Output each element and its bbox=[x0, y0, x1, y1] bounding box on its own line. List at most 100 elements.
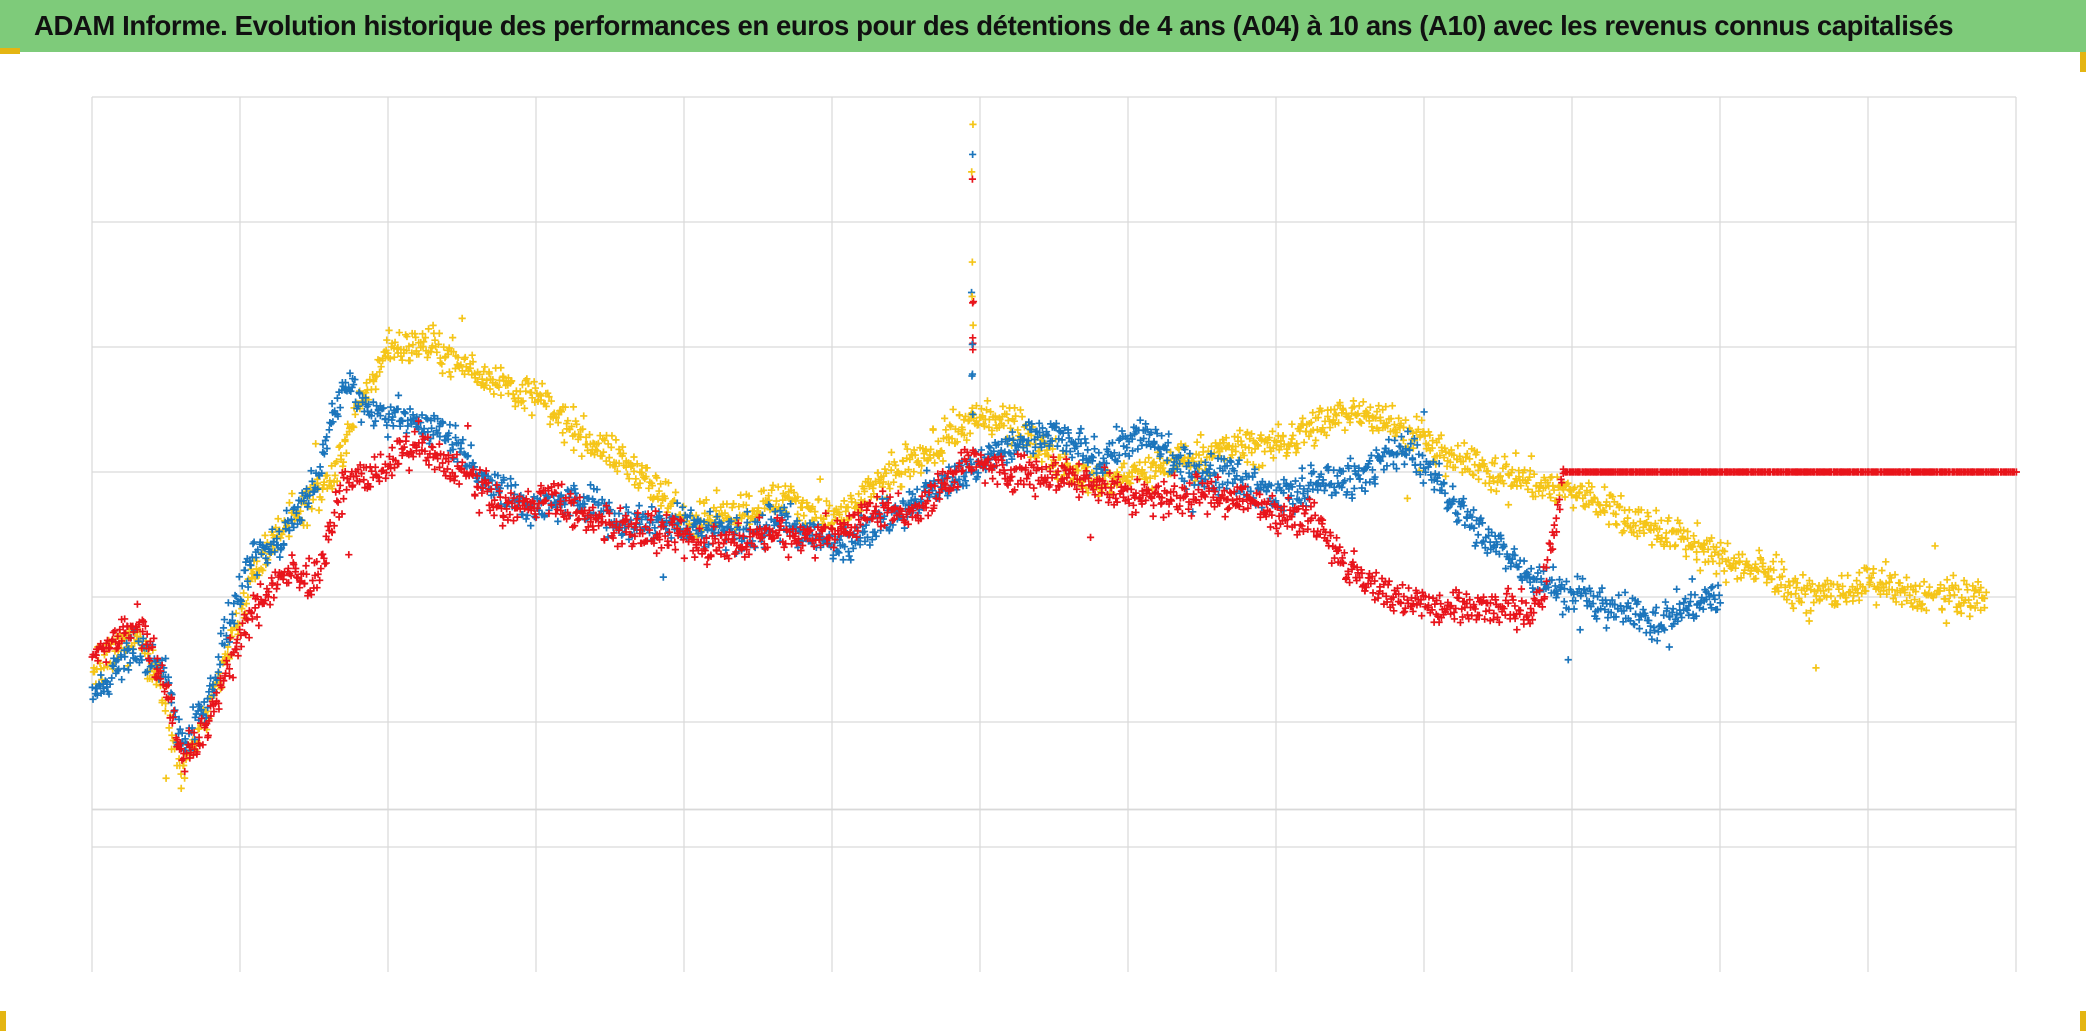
point-red bbox=[1165, 510, 1172, 517]
point-yellow bbox=[1356, 402, 1363, 409]
point-red bbox=[406, 467, 413, 474]
point-yellow bbox=[372, 386, 379, 393]
point-blue bbox=[452, 422, 459, 429]
point-blue bbox=[395, 392, 402, 399]
point-yellow bbox=[1653, 507, 1660, 514]
point-red bbox=[270, 594, 277, 601]
point-yellow bbox=[769, 482, 776, 489]
point-red bbox=[288, 552, 295, 559]
point-yellow bbox=[1734, 575, 1741, 582]
point-yellow bbox=[1663, 529, 1670, 536]
point-red bbox=[1204, 510, 1211, 517]
point-blue bbox=[236, 573, 243, 580]
point-yellow bbox=[950, 406, 957, 413]
point-blue bbox=[1577, 626, 1584, 633]
point-blue bbox=[1063, 442, 1070, 449]
point-yellow bbox=[378, 363, 385, 370]
point-blue bbox=[1511, 545, 1518, 552]
point-yellow bbox=[1683, 553, 1690, 560]
point-red bbox=[1171, 483, 1178, 490]
point-blue bbox=[507, 475, 514, 482]
point-red bbox=[499, 522, 506, 529]
point-red bbox=[925, 512, 932, 519]
point-yellow bbox=[286, 499, 293, 506]
point-yellow bbox=[481, 363, 488, 370]
point-yellow bbox=[1812, 664, 1819, 671]
point-yellow bbox=[1539, 492, 1546, 499]
point-yellow bbox=[1375, 402, 1382, 409]
point-yellow bbox=[941, 415, 948, 422]
point-yellow bbox=[438, 360, 445, 367]
point-blue bbox=[524, 512, 531, 519]
scatter-chart bbox=[0, 52, 2086, 1031]
point-yellow bbox=[898, 483, 905, 490]
point-yellow bbox=[794, 511, 801, 518]
point-yellow bbox=[1389, 402, 1396, 409]
point-red bbox=[266, 601, 273, 608]
point-yellow bbox=[312, 440, 319, 447]
point-yellow bbox=[1269, 428, 1276, 435]
point-yellow bbox=[1145, 454, 1152, 461]
point-blue bbox=[1673, 586, 1680, 593]
point-yellow bbox=[1612, 520, 1619, 527]
point-red bbox=[1319, 517, 1326, 524]
point-blue bbox=[317, 463, 324, 470]
title-bar: ADAM Informe. Evolution historique des p… bbox=[0, 0, 2086, 52]
point-blue bbox=[1559, 611, 1566, 618]
point-blue bbox=[328, 400, 335, 407]
point-yellow bbox=[1617, 492, 1624, 499]
point-blue bbox=[1373, 446, 1380, 453]
point-yellow bbox=[815, 496, 822, 503]
point-blue bbox=[1648, 636, 1655, 643]
point-yellow bbox=[240, 589, 247, 596]
point-blue bbox=[125, 666, 132, 673]
point-yellow bbox=[315, 507, 322, 514]
point-yellow bbox=[522, 388, 529, 395]
point-blue bbox=[1636, 625, 1643, 632]
point-blue bbox=[1631, 621, 1638, 628]
point-red bbox=[1150, 513, 1157, 520]
point-blue bbox=[660, 573, 667, 580]
point-red bbox=[1373, 569, 1380, 576]
point-yellow bbox=[1722, 579, 1729, 586]
point-red bbox=[989, 475, 996, 482]
point-yellow bbox=[630, 453, 637, 460]
point-blue bbox=[1475, 531, 1482, 538]
point-red bbox=[1095, 497, 1102, 504]
point-yellow bbox=[1261, 448, 1268, 455]
point-yellow bbox=[1142, 459, 1149, 466]
point-yellow bbox=[1773, 551, 1780, 558]
point-yellow bbox=[447, 373, 454, 380]
point-red bbox=[471, 492, 478, 499]
point-yellow bbox=[988, 431, 995, 438]
point-yellow bbox=[1966, 613, 1973, 620]
point-yellow bbox=[1197, 431, 1204, 438]
point-yellow bbox=[1873, 601, 1880, 608]
point-blue bbox=[914, 486, 921, 493]
point-yellow bbox=[1778, 558, 1785, 565]
point-blue bbox=[846, 552, 853, 559]
point-red bbox=[285, 565, 292, 572]
point-yellow bbox=[1605, 521, 1612, 528]
point-blue bbox=[1716, 592, 1723, 599]
point-blue bbox=[1227, 458, 1234, 465]
point-blue bbox=[276, 554, 283, 561]
point-yellow bbox=[1799, 571, 1806, 578]
point-blue bbox=[527, 522, 534, 529]
point-red bbox=[464, 422, 471, 429]
point-blue bbox=[523, 515, 530, 522]
point-red bbox=[255, 622, 262, 629]
point-red bbox=[1273, 525, 1280, 532]
point-yellow bbox=[275, 515, 282, 522]
point-blue bbox=[1005, 449, 1012, 456]
point-yellow bbox=[1853, 577, 1860, 584]
point-yellow bbox=[672, 489, 679, 496]
point-yellow bbox=[528, 412, 535, 419]
point-yellow bbox=[888, 449, 895, 456]
point-blue bbox=[1084, 446, 1091, 453]
point-red bbox=[332, 489, 339, 496]
point-yellow bbox=[1442, 473, 1449, 480]
point-blue bbox=[1142, 420, 1149, 427]
point-red bbox=[1160, 478, 1167, 485]
point-yellow bbox=[1613, 521, 1620, 528]
